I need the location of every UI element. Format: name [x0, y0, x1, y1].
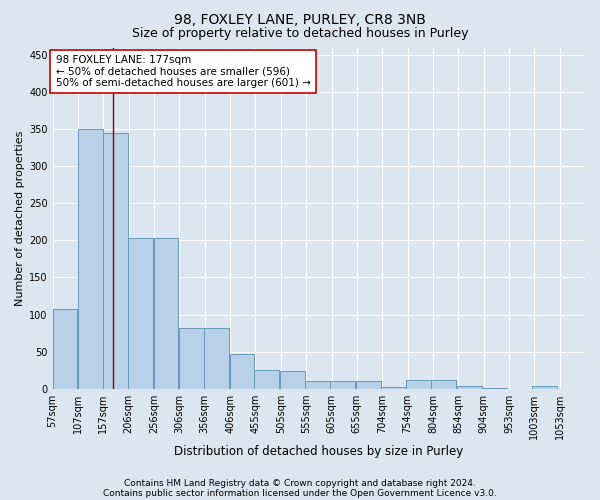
Bar — [532, 386, 557, 388]
Bar — [280, 371, 305, 388]
Text: Contains HM Land Registry data © Crown copyright and database right 2024.: Contains HM Land Registry data © Crown c… — [124, 478, 476, 488]
Bar — [53, 310, 77, 388]
X-axis label: Distribution of detached houses by size in Purley: Distribution of detached houses by size … — [174, 444, 463, 458]
Bar — [78, 129, 103, 388]
Text: Size of property relative to detached houses in Purley: Size of property relative to detached ho… — [132, 28, 468, 40]
Bar — [457, 386, 482, 388]
Bar — [380, 387, 406, 388]
Text: Contains public sector information licensed under the Open Government Licence v3: Contains public sector information licen… — [103, 488, 497, 498]
Bar — [179, 328, 204, 388]
Bar — [230, 354, 254, 388]
Bar — [254, 370, 279, 388]
Bar — [406, 380, 431, 388]
Bar — [204, 328, 229, 388]
Bar — [305, 380, 330, 388]
Bar — [356, 382, 380, 388]
Y-axis label: Number of detached properties: Number of detached properties — [15, 130, 25, 306]
Bar — [128, 238, 153, 388]
Bar — [431, 380, 456, 388]
Bar — [331, 380, 355, 388]
Text: 98 FOXLEY LANE: 177sqm
← 50% of detached houses are smaller (596)
50% of semi-de: 98 FOXLEY LANE: 177sqm ← 50% of detached… — [56, 55, 311, 88]
Bar — [154, 238, 178, 388]
Bar — [103, 133, 128, 388]
Text: 98, FOXLEY LANE, PURLEY, CR8 3NB: 98, FOXLEY LANE, PURLEY, CR8 3NB — [174, 12, 426, 26]
